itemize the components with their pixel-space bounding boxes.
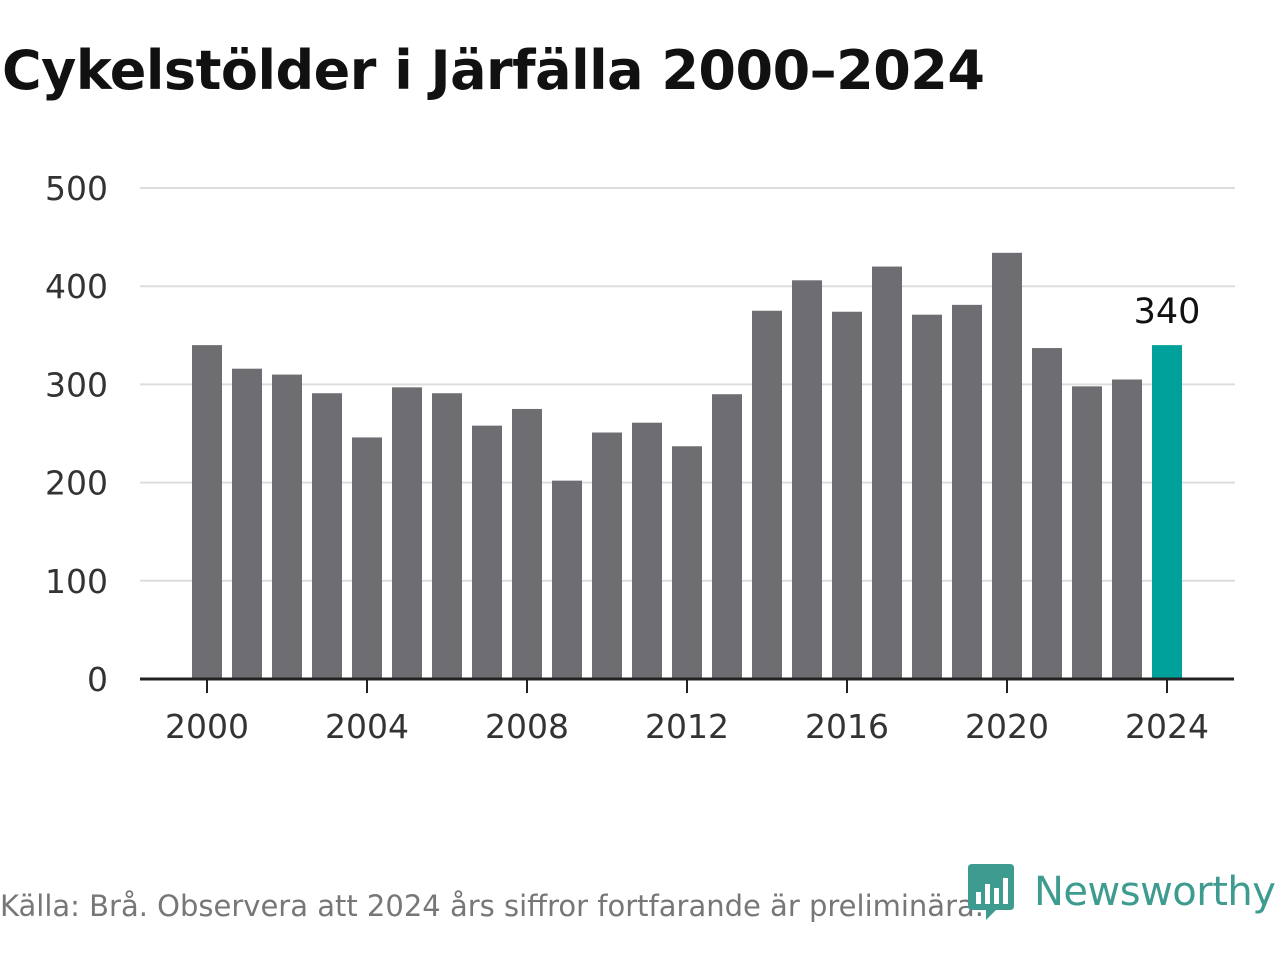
bar-2021 <box>1032 348 1062 679</box>
page-title: Cykelstölder i Järfälla 2000–2024 <box>2 39 985 102</box>
bar-2023 <box>1112 379 1142 679</box>
y-tick-label-100: 100 <box>45 562 108 601</box>
bar-2002 <box>272 374 302 679</box>
bar-2008 <box>512 408 542 679</box>
bar-2011 <box>632 422 662 679</box>
x-tick-label-2016: 2016 <box>805 707 889 746</box>
annotations: 340 <box>1134 292 1201 332</box>
bar-2015 <box>792 280 822 679</box>
data-label-2024: 340 <box>1134 292 1201 332</box>
x-axis <box>140 677 1234 693</box>
bar-2006 <box>432 393 462 679</box>
bar-2007 <box>472 425 502 679</box>
bar-2018 <box>912 314 942 679</box>
bar-2017 <box>872 266 902 679</box>
y-axis-labels: 0 100 200 300 400 500 <box>45 169 108 699</box>
bar-2019 <box>952 304 982 679</box>
bar-2004 <box>352 437 382 679</box>
bar-2014 <box>752 310 782 679</box>
newsworthy-logo-icon <box>968 864 1014 920</box>
x-axis-labels: 2000 2004 2008 2012 2016 2020 2024 <box>165 707 1209 746</box>
bar-2012 <box>672 446 702 679</box>
newsworthy-logo: Newsworthy <box>966 862 1276 922</box>
bar-2020 <box>992 252 1022 679</box>
x-tick-label-2024: 2024 <box>1125 707 1209 746</box>
bar-2009 <box>552 480 582 679</box>
x-tick-label-2008: 2008 <box>485 707 569 746</box>
bar-2003 <box>312 393 342 679</box>
bars <box>192 252 1182 679</box>
bar-2022 <box>1072 386 1102 679</box>
bar-chart: 0 100 200 300 400 500 2000 2004 2008 2012 2016 202… <box>45 169 1235 746</box>
bar-2013 <box>712 394 742 679</box>
x-tick-label-2004: 2004 <box>325 707 409 746</box>
y-tick-label-0: 0 <box>87 660 108 699</box>
bar-2010 <box>592 432 622 679</box>
y-tick-label-200: 200 <box>45 464 108 503</box>
x-tick-label-2020: 2020 <box>965 707 1049 746</box>
bar-2000 <box>192 345 222 679</box>
y-tick-label-400: 400 <box>45 267 108 306</box>
bar-2001 <box>232 368 262 679</box>
y-tick-label-300: 300 <box>45 365 108 404</box>
y-tick-label-500: 500 <box>45 169 108 208</box>
newsworthy-logo-text: Newsworthy <box>1034 869 1276 915</box>
x-tick-label-2012: 2012 <box>645 707 729 746</box>
source-note: Källa: Brå. Observera att 2024 års siffr… <box>0 889 984 923</box>
bar-2024 <box>1152 345 1182 679</box>
x-tick-label-2000: 2000 <box>165 707 249 746</box>
bar-2016 <box>832 311 862 679</box>
bar-2005 <box>392 387 422 679</box>
